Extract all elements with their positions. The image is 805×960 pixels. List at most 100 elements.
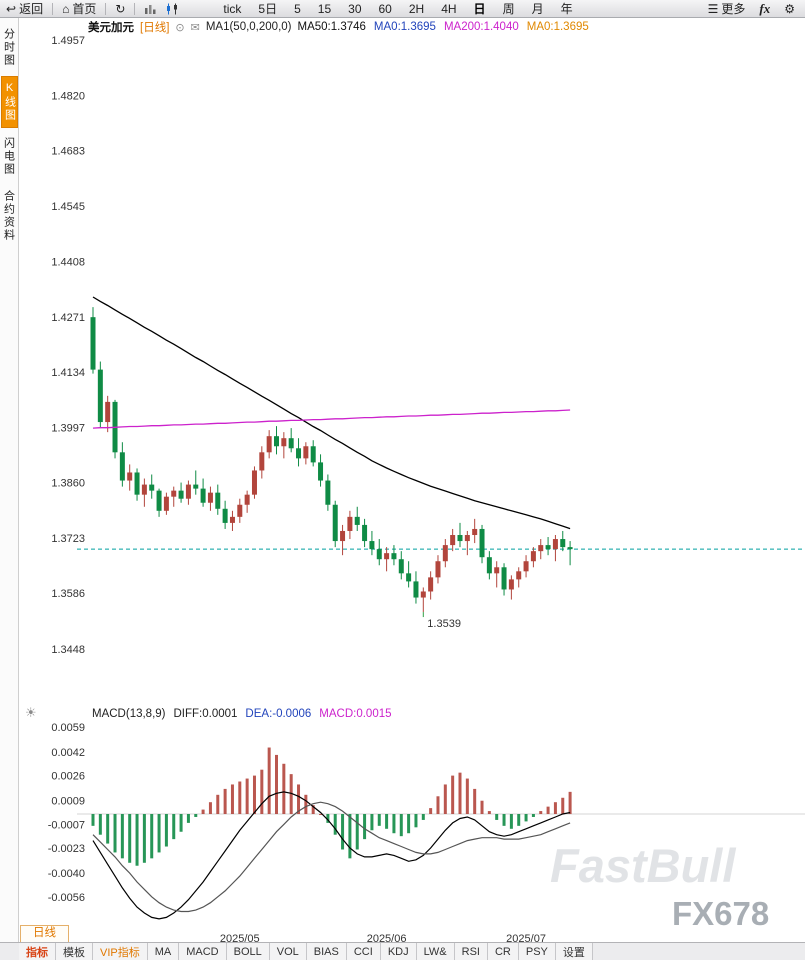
macd-header: ☀ MACD(13,8,9) DIFF:0.0001 DEA:-0.0006 MAC… <box>19 705 805 723</box>
period-button-60[interactable]: 60 <box>378 1 392 16</box>
macd-title: MACD(13,8,9) <box>92 708 166 720</box>
period-button-2H[interactable]: 2H <box>408 1 425 16</box>
svg-text:1.3539: 1.3539 <box>427 618 461 630</box>
period-tag: [日线] <box>140 22 170 34</box>
indicator-button-ma[interactable]: MA <box>147 943 180 960</box>
period-button-tick[interactable]: tick <box>223 1 242 16</box>
indicator-button-lwr[interactable]: LW& <box>416 943 455 960</box>
svg-text:0.0009: 0.0009 <box>51 796 85 808</box>
sidebar-item-lightning-chart[interactable]: 闪电图 <box>2 137 15 176</box>
period-button-5日[interactable]: 5日 <box>258 2 278 16</box>
period-button-30[interactable]: 30 <box>348 1 362 16</box>
period-button-4H[interactable]: 4H <box>441 1 457 16</box>
symbol-name: 美元加元 <box>88 22 134 34</box>
macd-chart[interactable]: 0.0059 0.0042 0.0026 0.0009 -0.0007 -0.0023 -0… <box>19 722 805 947</box>
top-toolbar: ↩ 返回 ⌂ 首页 ↻ tick 5日 5 15 30 60 2H 4H 日 周 月 年 ☰ 更多 f… <box>0 0 805 18</box>
macd-value-label: MACD:0.0015 <box>319 708 392 720</box>
indicator-button-settings[interactable]: 设置 <box>555 943 593 960</box>
svg-text:1.3586: 1.3586 <box>51 588 85 600</box>
indicator-toolbar: 指标 模板 VIP指标 MA MACD BOLL VOL BIAS CCI KDJ LW& RSI CR… <box>0 942 805 960</box>
svg-text:-0.0056: -0.0056 <box>48 892 85 904</box>
toolbar-divider <box>134 2 136 15</box>
period-button-15[interactable]: 15 <box>317 1 332 16</box>
indicator-button-vol[interactable]: VOL <box>269 943 307 960</box>
svg-text:-0.0007: -0.0007 <box>48 819 85 831</box>
indicator-button-psy[interactable]: PSY <box>518 943 556 960</box>
toolbar-divider <box>105 2 107 15</box>
period-selector: tick 5日 5 15 30 60 2H 4H 日 周 月 年 <box>223 0 572 17</box>
indicator-settings-icon[interactable]: ☀ <box>25 705 37 720</box>
toolbar-divider <box>52 2 54 15</box>
svg-text:1.3860: 1.3860 <box>51 478 85 490</box>
svg-text:1.3723: 1.3723 <box>51 533 85 545</box>
svg-text:1.4408: 1.4408 <box>51 257 85 269</box>
svg-text:1.4820: 1.4820 <box>51 90 85 102</box>
sidebar-item-time-chart[interactable]: 分时图 <box>2 28 15 67</box>
svg-text:1.3997: 1.3997 <box>51 422 85 434</box>
timeframe-tab[interactable]: 日线 <box>20 925 69 942</box>
svg-text:1.4545: 1.4545 <box>51 201 85 213</box>
macd-values: DIFF:0.0001 DEA:-0.0006 MACD:0.0015 <box>174 708 400 720</box>
indicator-button-bias[interactable]: BIAS <box>306 943 347 960</box>
indicator-button-cci[interactable]: CCI <box>346 943 381 960</box>
sidebar-item-contract-info[interactable]: 合约资料 <box>2 190 15 242</box>
ma-value-label: MA0:1.3695 <box>526 21 589 33</box>
macd-value-label: DEA:-0.0006 <box>245 708 312 720</box>
price-chart[interactable]: 1.4957 1.4820 1.4683 1.4545 1.4408 1.4271 1.41… <box>19 35 805 700</box>
svg-text:1.4957: 1.4957 <box>51 36 85 47</box>
svg-text:0.0042: 0.0042 <box>51 747 85 759</box>
period-button-年[interactable]: 年 <box>560 2 573 16</box>
ma-settings-label: MA1(50,0,200,0) <box>205 21 292 33</box>
period-button-日[interactable]: 日 <box>473 2 486 16</box>
more-button[interactable]: ☰ 更多 <box>708 0 746 17</box>
menu-icon: ☰ <box>707 1 719 16</box>
home-icon: ⌂ <box>62 1 70 16</box>
home-button[interactable]: ⌂ 首页 <box>62 0 96 17</box>
svg-text:1.4683: 1.4683 <box>51 146 85 158</box>
indicator-button-indicator[interactable]: 指标 <box>19 943 56 960</box>
indicator-button-kdj[interactable]: KDJ <box>380 943 417 960</box>
indicator-button-vip[interactable]: VIP指标 <box>93 943 148 960</box>
ma-value-label: MA50:1.3746 <box>297 21 366 33</box>
price-chart-header: 美元加元 [日线] ⊙ ✉ MA1(50,0,200,0) MA50:1.374… <box>19 18 805 36</box>
ma-value-label: MA200:1.4040 <box>443 21 519 33</box>
indicator-button-template[interactable]: 模板 <box>56 943 93 960</box>
ma-values: MA50:1.3746 MA0:1.3695 MA200:1.4040 MA0:1.3… <box>298 21 597 33</box>
period-button-周[interactable]: 周 <box>502 2 515 16</box>
toolbar-right-group: ☰ 更多 fx ⚙ <box>708 0 799 17</box>
indicator-button-cr[interactable]: CR <box>487 943 519 960</box>
back-label: 返回 <box>19 2 44 16</box>
svg-text:1.4271: 1.4271 <box>51 312 85 324</box>
settings-button[interactable]: ⚙ <box>784 3 795 15</box>
period-button-月[interactable]: 月 <box>531 2 544 16</box>
svg-text:-0.0023: -0.0023 <box>48 843 85 855</box>
candlestick-chart-icon[interactable] <box>165 3 179 15</box>
sidebar-item-kline-chart[interactable]: K线图 <box>0 76 18 128</box>
indicator-button-rsi[interactable]: RSI <box>454 943 488 960</box>
back-button[interactable]: ↩ 返回 <box>6 0 43 17</box>
svg-text:0.0026: 0.0026 <box>51 771 85 783</box>
gear-icon: ⚙ <box>784 1 795 16</box>
indicator-button-macd[interactable]: MACD <box>179 943 227 960</box>
chart-type-sidebar: 分时图 K线图闪电图合约资料 <box>0 18 19 942</box>
refresh-icon: ↻ <box>115 1 126 16</box>
fx-indicator-button[interactable]: fx <box>759 0 771 16</box>
svg-text:-0.0040: -0.0040 <box>48 868 85 880</box>
indicator-button-boll[interactable]: BOLL <box>226 943 270 960</box>
macd-value-label: DIFF:0.0001 <box>173 708 238 720</box>
chart-main: 美元加元 [日线] ⊙ ✉ MA1(50,0,200,0) MA50:1.374… <box>19 18 805 945</box>
svg-text:1.3448: 1.3448 <box>51 644 85 656</box>
home-label: 首页 <box>72 2 97 16</box>
ma-value-label: MA0:1.3695 <box>373 21 436 33</box>
price-alert-icon[interactable]: ⊙ <box>175 21 185 34</box>
refresh-button[interactable]: ↻ <box>115 3 125 15</box>
more-label: 更多 <box>721 2 746 16</box>
period-button-5[interactable]: 5 <box>294 1 301 16</box>
back-icon: ↩ <box>6 1 17 16</box>
message-icon[interactable]: ✉ <box>190 21 200 34</box>
svg-text:1.4134: 1.4134 <box>51 367 85 379</box>
content-area: 分时图 K线图闪电图合约资料 美元加元 [日线] ⊙ ✉ MA1(50,0,200… <box>0 18 805 945</box>
svg-text:0.0059: 0.0059 <box>51 723 85 734</box>
bar-chart-icon[interactable] <box>144 3 157 15</box>
